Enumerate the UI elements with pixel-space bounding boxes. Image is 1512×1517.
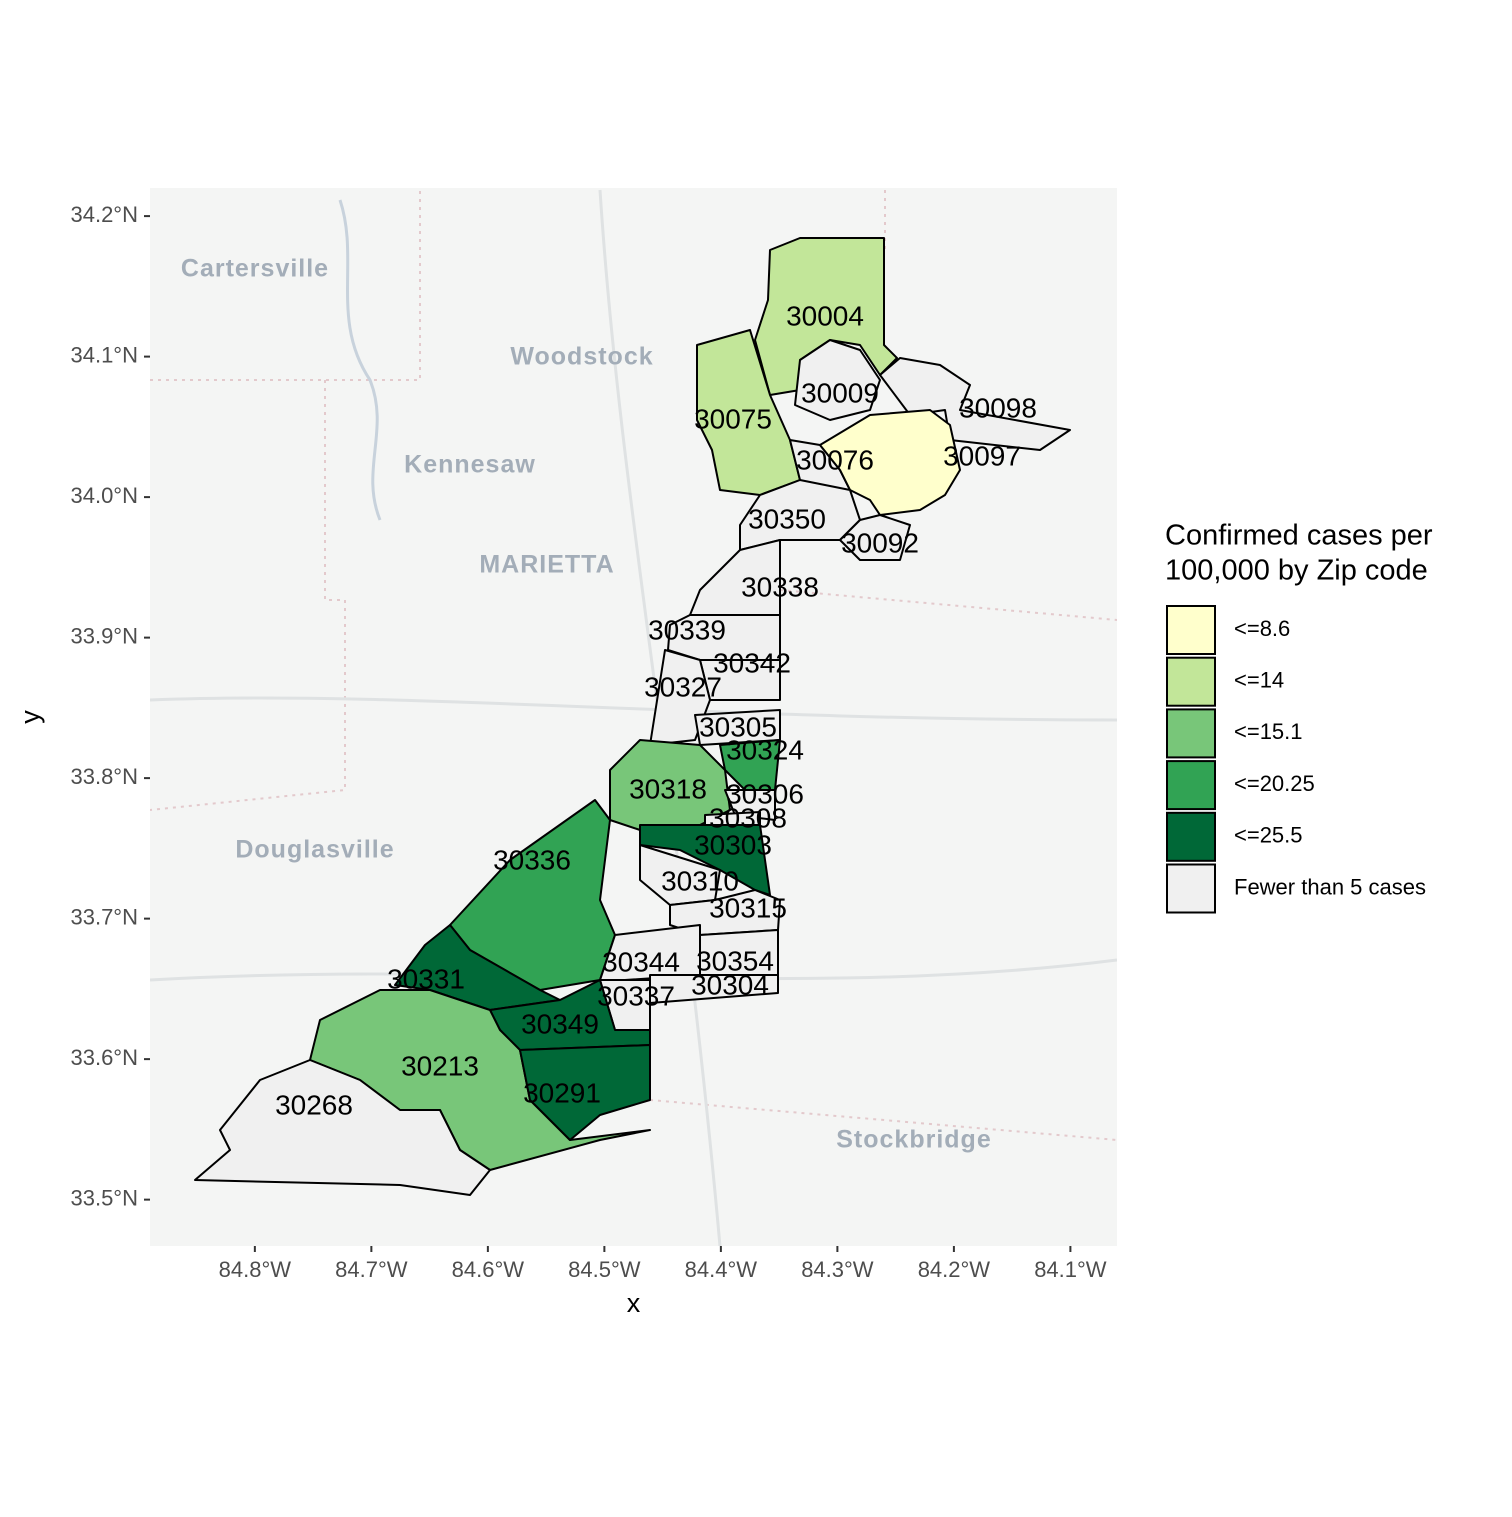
zip-region xyxy=(519,1044,651,1141)
zip-label: 30354 xyxy=(696,945,774,976)
zip-label: 30315 xyxy=(709,892,787,923)
zip-label: 30339 xyxy=(648,614,726,645)
y-tick-label: 34.1°N xyxy=(70,342,138,367)
legend-swatch xyxy=(1166,811,1216,862)
zip-label: 30308 xyxy=(709,802,787,833)
x-tick-label: 84.4°W xyxy=(685,1257,758,1282)
zip-label: 30324 xyxy=(726,734,804,765)
x-tick-label: 84.3°W xyxy=(801,1257,874,1282)
zip-region xyxy=(609,739,731,831)
place-name: MARIETTA xyxy=(479,551,614,579)
legend-swatch xyxy=(1166,760,1216,811)
zip-region xyxy=(794,339,881,421)
zip-region xyxy=(669,889,781,936)
zip-label: 30097 xyxy=(943,440,1021,471)
regions xyxy=(194,237,1071,1196)
zip-label: 30291 xyxy=(523,1077,601,1108)
y-tick-label: 34.2°N xyxy=(70,202,138,227)
legend-swatch xyxy=(1166,708,1216,759)
zip-region xyxy=(839,514,911,561)
legend-title: Confirmed cases per xyxy=(1165,520,1433,552)
zip-label: 30004 xyxy=(786,300,864,331)
legend-label: <=25.5 xyxy=(1234,823,1303,848)
zip-label: 30076 xyxy=(796,444,874,475)
x-tick-label: 84.2°W xyxy=(918,1257,991,1282)
y-tick-label: 33.9°N xyxy=(70,623,138,648)
legend-label: <=15.1 xyxy=(1234,719,1303,744)
zip-label: 30318 xyxy=(629,773,707,804)
legend-swatch xyxy=(1166,656,1216,707)
zip-label: 30075 xyxy=(694,403,772,434)
zip-label: 30310 xyxy=(661,865,739,896)
legend-title: 100,000 by Zip code xyxy=(1165,555,1428,587)
zip-label: 30303 xyxy=(694,829,772,860)
zip-region xyxy=(819,409,961,516)
legend-label: <=20.25 xyxy=(1234,771,1315,796)
zip-label: 30336 xyxy=(493,844,571,875)
y-tick-label: 34.0°N xyxy=(70,483,138,508)
y-axis-title: y xyxy=(15,710,45,724)
zip-label: 30213 xyxy=(401,1050,479,1081)
zip-label: 30304 xyxy=(691,969,769,1000)
zip-region xyxy=(754,237,898,396)
place-name: Woodstock xyxy=(510,343,653,371)
place-name: Douglasville xyxy=(235,836,394,864)
x-tick-label: 84.1°W xyxy=(1034,1257,1107,1282)
x-tick-label: 84.7°W xyxy=(335,1257,408,1282)
zip-label: 30306 xyxy=(726,778,804,809)
zip-region xyxy=(194,1059,491,1196)
zip-label: 30327 xyxy=(644,671,722,702)
legend-label: Fewer than 5 cases xyxy=(1234,874,1426,899)
zip-label: 30331 xyxy=(387,963,465,994)
x-tick-label: 84.8°W xyxy=(219,1257,292,1282)
zip-label: 30342 xyxy=(713,647,791,678)
zip-label: 30337 xyxy=(597,980,675,1011)
zip-label: 30305 xyxy=(699,711,777,742)
zip-label: 30344 xyxy=(602,946,680,977)
labels: 30004 30009 30098 30075 30076 30097 30350 30092… xyxy=(275,300,1037,1120)
y-tick-label: 33.6°N xyxy=(70,1045,138,1070)
legend-swatch xyxy=(1166,863,1216,914)
place-name: Stockbridge xyxy=(836,1126,991,1154)
x-axis-title: x xyxy=(627,1288,641,1318)
y-tick-label: 33.8°N xyxy=(70,764,138,789)
zip-region xyxy=(649,974,779,1004)
place-name: Kennesaw xyxy=(404,451,536,479)
y-tick-label: 33.5°N xyxy=(70,1185,138,1210)
zip-label: 30350 xyxy=(748,503,826,534)
zip-label: 30009 xyxy=(801,377,879,408)
zip-label: 30338 xyxy=(741,571,819,602)
place-name: Cartersville xyxy=(181,255,329,283)
zip-label: 30349 xyxy=(521,1008,599,1039)
legend-label: <=8.6 xyxy=(1234,616,1290,641)
x-tick-label: 84.6°W xyxy=(452,1257,525,1282)
zip-label: 30092 xyxy=(841,527,919,558)
legend-label: <=14 xyxy=(1234,668,1284,693)
x-tick-label: 84.5°W xyxy=(568,1257,641,1282)
zip-label: 30268 xyxy=(275,1089,353,1120)
y-tick-label: 33.7°N xyxy=(70,904,138,929)
legend-swatch xyxy=(1166,605,1216,655)
zip-label: 30098 xyxy=(959,392,1037,423)
